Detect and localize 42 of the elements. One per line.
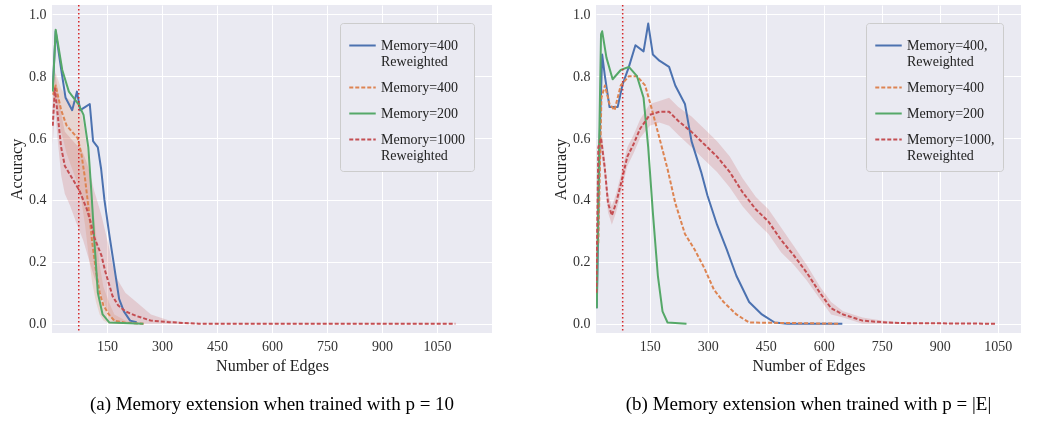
x-tick-label: 450 [755, 338, 777, 354]
y-tick-label: 0.6 [29, 130, 47, 146]
legend-label: Memory=400, Reweighted [907, 37, 988, 69]
x-tick-label: 750 [871, 338, 893, 354]
y-tick-label: 0.0 [29, 316, 47, 332]
x-tick-label: 300 [152, 338, 173, 354]
x-tick-label: 600 [262, 338, 283, 354]
y-tick-label: 0.2 [29, 254, 47, 270]
legend-label: Memory=1000 Reweighted [381, 131, 466, 163]
legend-label: Memory=400 Reweighted [381, 37, 459, 69]
y-tick-label: 0.4 [29, 192, 47, 208]
y-tick-label: 1.0 [29, 6, 47, 22]
y-axis-title: Accuracy [8, 138, 26, 201]
x-axis-title: Number of Edges [752, 356, 866, 375]
x-tick-label: 300 [697, 338, 719, 354]
x-tick-label: 900 [372, 338, 393, 354]
text: (b) Memory extension when trained with p = |E| [625, 393, 992, 415]
y-tick-label: 0.8 [573, 68, 591, 84]
x-tick-label: 150 [639, 338, 661, 354]
x-axis-title: Number of Edges [216, 356, 329, 375]
line-series [596, 30, 688, 325]
text: (a) Memory extension when trained with p = 10 [89, 393, 455, 415]
x-tick-label: 600 [813, 338, 835, 354]
x-tick-label: 750 [317, 338, 338, 354]
x-tick-label: 150 [97, 338, 118, 354]
legend-label: Memory=400 [907, 79, 985, 95]
legend-label: Memory=400 [381, 79, 459, 95]
y-tick-label: 0.2 [573, 254, 591, 270]
x-tick-label: 450 [207, 338, 228, 354]
legend-label: Memory=200 [381, 105, 459, 121]
y-tick-label: 0.8 [29, 68, 47, 84]
legend-label: Memory=200 [907, 105, 985, 121]
y-tick-label: 1.0 [573, 6, 591, 22]
y-tick-label: 0.6 [573, 130, 591, 146]
y-axis-title: Accuracy [552, 138, 570, 201]
line-series [597, 75, 841, 325]
y-tick-label: 0.4 [573, 192, 591, 208]
x-tick-label: 1050 [984, 338, 1013, 354]
y-tick-label: 0.0 [573, 316, 591, 332]
x-tick-label: 1050 [423, 338, 452, 354]
x-tick-label: 900 [929, 338, 951, 354]
legend-label: Memory=1000, Reweighted [907, 131, 995, 163]
